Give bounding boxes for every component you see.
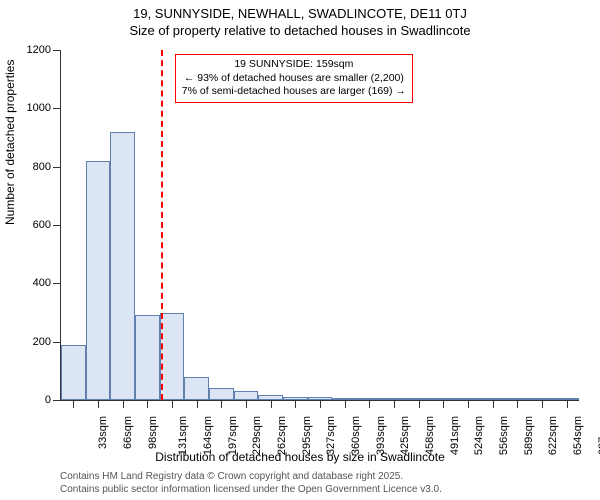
y-tick-label: 800 xyxy=(33,161,61,173)
x-tick xyxy=(567,400,568,408)
y-tick-label: 600 xyxy=(33,219,61,231)
x-tick-label: 66sqm xyxy=(122,416,134,449)
annotation-line1: 19 SUNNYSIDE: 159sqm xyxy=(182,58,406,72)
chart-title-line1: 19, SUNNYSIDE, NEWHALL, SWADLINCOTE, DE1… xyxy=(0,0,600,23)
annotation-line2: ← 93% of detached houses are smaller (2,… xyxy=(182,72,406,86)
footer-line1: Contains HM Land Registry data © Crown c… xyxy=(60,471,442,484)
histogram-bar xyxy=(61,345,86,400)
y-tick-label: 400 xyxy=(33,277,61,289)
footer-line2: Contains public sector information licen… xyxy=(60,484,442,497)
histogram-bar xyxy=(86,161,111,400)
x-tick xyxy=(345,400,346,408)
x-tick xyxy=(517,400,518,408)
x-tick xyxy=(295,400,296,408)
x-tick xyxy=(443,400,444,408)
x-tick xyxy=(221,400,222,408)
x-tick xyxy=(123,400,124,408)
plot-area: 02004006008001000120033sqm66sqm98sqm131s… xyxy=(60,50,579,401)
histogram-bar xyxy=(110,132,135,400)
x-tick-label: 33sqm xyxy=(97,416,109,449)
y-tick-label: 1200 xyxy=(27,44,61,56)
x-tick xyxy=(320,400,321,408)
x-tick xyxy=(197,400,198,408)
chart-container: 19, SUNNYSIDE, NEWHALL, SWADLINCOTE, DE1… xyxy=(0,0,600,500)
x-tick xyxy=(468,400,469,408)
x-tick xyxy=(369,400,370,408)
reference-line xyxy=(161,50,163,400)
x-tick-label: 98sqm xyxy=(147,416,159,449)
footer-attribution: Contains HM Land Registry data © Crown c… xyxy=(60,471,442,496)
chart-title-line2: Size of property relative to detached ho… xyxy=(0,23,600,40)
x-tick xyxy=(73,400,74,408)
annotation-line3: 7% of semi-detached houses are larger (1… xyxy=(182,85,406,99)
histogram-bar xyxy=(234,391,259,400)
histogram-bar xyxy=(209,388,234,400)
x-tick xyxy=(394,400,395,408)
histogram-bar xyxy=(184,377,209,400)
x-axis-label: Distribution of detached houses by size … xyxy=(0,450,600,464)
y-tick-label: 1000 xyxy=(27,102,61,114)
histogram-bar xyxy=(160,313,185,401)
y-tick-label: 200 xyxy=(33,336,61,348)
x-tick xyxy=(542,400,543,408)
x-tick xyxy=(98,400,99,408)
x-tick xyxy=(419,400,420,408)
y-axis-label: Number of detached properties xyxy=(3,60,17,225)
x-tick xyxy=(246,400,247,408)
x-tick xyxy=(172,400,173,408)
x-tick xyxy=(493,400,494,408)
annotation-box: 19 SUNNYSIDE: 159sqm← 93% of detached ho… xyxy=(175,54,413,103)
y-tick-label: 0 xyxy=(45,394,61,406)
histogram-bar xyxy=(135,315,160,400)
x-tick xyxy=(271,400,272,408)
x-tick xyxy=(147,400,148,408)
